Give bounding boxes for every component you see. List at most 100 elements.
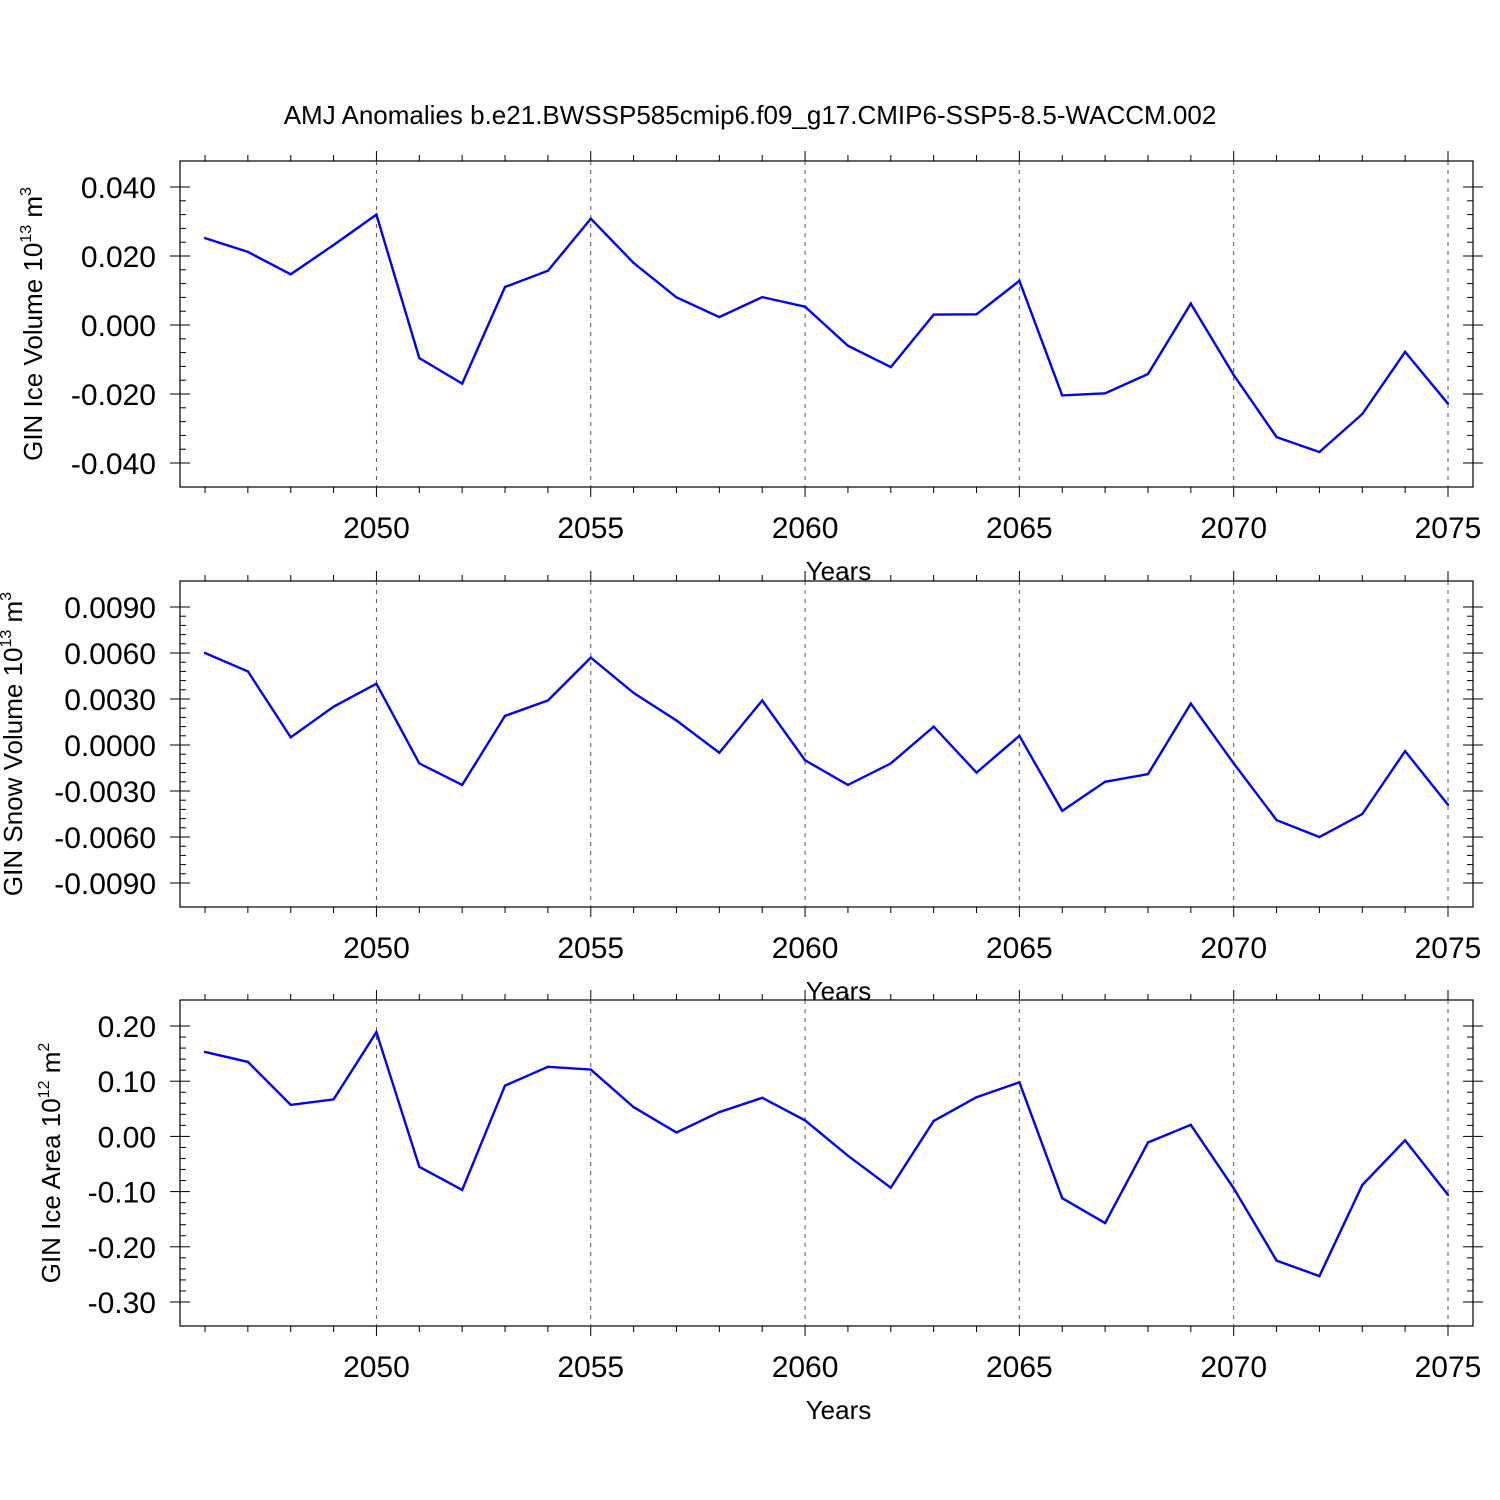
data-point-2057 bbox=[675, 296, 678, 299]
x-tick-label-2050: 2050 bbox=[343, 1351, 410, 1384]
data-point-2067 bbox=[1103, 1221, 1107, 1225]
y-axis-title-unit-exponent: 3 bbox=[0, 592, 15, 601]
data-point-2063 bbox=[932, 1119, 935, 1123]
y-axis-title-exponent: 13 bbox=[18, 225, 35, 243]
data-point-2069 bbox=[1189, 1123, 1193, 1127]
y-axis-title: GIN Ice Area 1012 m2 bbox=[36, 1043, 66, 1284]
data-point-2060 bbox=[803, 759, 807, 762]
x-tick-label-2050: 2050 bbox=[343, 512, 410, 545]
x-tick-label-2055: 2055 bbox=[557, 1351, 624, 1384]
data-point-2059 bbox=[761, 1096, 764, 1099]
data-point-2053 bbox=[503, 285, 507, 289]
y-tick-label: -0.0090 bbox=[54, 868, 156, 901]
data-point-2060 bbox=[803, 1119, 807, 1122]
data-point-2056 bbox=[632, 261, 635, 265]
data-point-2059 bbox=[761, 295, 764, 299]
y-axis-title-text: GIN Ice Area 10 bbox=[36, 1098, 66, 1283]
y-tick-label: 0.00 bbox=[98, 1121, 156, 1154]
x-tick-label-2075: 2075 bbox=[1415, 512, 1482, 545]
y-tick-label: -0.040 bbox=[71, 448, 156, 481]
data-point-2062 bbox=[889, 365, 892, 369]
y-tick-label: -0.10 bbox=[88, 1177, 156, 1210]
plot-frame bbox=[179, 580, 1474, 908]
data-point-2049 bbox=[332, 705, 335, 708]
data-point-2047 bbox=[246, 1060, 250, 1064]
data-point-2055 bbox=[589, 656, 592, 659]
data-point-2063 bbox=[932, 725, 935, 728]
y-tick-label: -0.0060 bbox=[54, 822, 156, 855]
data-point-2075 bbox=[1446, 803, 1450, 806]
y-axis-title-unit: m bbox=[0, 601, 28, 630]
data-point-2066 bbox=[1061, 809, 1064, 813]
data-point-2072 bbox=[1318, 1274, 1321, 1278]
series-line bbox=[204, 212, 1449, 454]
y-tick-label: 0.000 bbox=[81, 310, 156, 343]
x-axis-title: Years bbox=[806, 976, 872, 1006]
data-point-2047 bbox=[246, 670, 250, 673]
x-tick-label-2060: 2060 bbox=[772, 932, 839, 965]
data-point-2055 bbox=[589, 217, 592, 220]
data-point-2062 bbox=[889, 762, 892, 765]
chart-title: AMJ Anomalies b.e21.BWSSP585cmip6.f09_g1… bbox=[284, 100, 1217, 130]
data-point-2051 bbox=[418, 762, 421, 765]
x-tick-label-2075: 2075 bbox=[1415, 932, 1482, 965]
y-tick-label: -0.020 bbox=[71, 379, 156, 412]
data-point-2054 bbox=[546, 269, 550, 273]
data-point-2058 bbox=[718, 1110, 721, 1114]
data-point-2061 bbox=[846, 783, 850, 787]
data-point-2056 bbox=[632, 691, 635, 695]
data-point-2053 bbox=[503, 1084, 507, 1087]
x-tick-label-2055: 2055 bbox=[557, 512, 624, 545]
data-point-2060 bbox=[803, 305, 807, 308]
y-axis-title-exponent: 12 bbox=[36, 1080, 53, 1098]
data-point-2073 bbox=[1361, 412, 1364, 416]
y-tick-label: 0.040 bbox=[81, 172, 156, 205]
series-line bbox=[204, 1029, 1449, 1278]
data-point-2065 bbox=[1018, 279, 1021, 283]
y-tick-label: 0.20 bbox=[98, 1011, 156, 1044]
data-point-2072 bbox=[1318, 450, 1321, 454]
x-tick-label-2060: 2060 bbox=[772, 1351, 839, 1384]
data-point-2071 bbox=[1275, 818, 1278, 822]
data-point-2064 bbox=[975, 313, 978, 316]
data-point-2070 bbox=[1232, 373, 1235, 377]
x-tick-label-2070: 2070 bbox=[1200, 1351, 1267, 1384]
data-point-2072 bbox=[1318, 835, 1321, 839]
data-point-2052 bbox=[460, 1188, 464, 1192]
data-point-2051 bbox=[418, 1165, 421, 1168]
y-tick-label: -0.20 bbox=[88, 1232, 156, 1265]
y-tick-label: 0.0000 bbox=[64, 730, 156, 763]
data-point-2048 bbox=[289, 736, 292, 739]
y-tick-label: 0.10 bbox=[98, 1066, 156, 1099]
data-point-2046 bbox=[203, 1050, 207, 1054]
data-point-2075 bbox=[1446, 402, 1450, 405]
x-tick-label-2050: 2050 bbox=[343, 932, 410, 965]
x-axis-title: Years bbox=[806, 1395, 872, 1425]
y-tick-label: -0.0030 bbox=[54, 776, 156, 809]
data-point-2058 bbox=[718, 315, 721, 319]
data-point-2046 bbox=[203, 651, 207, 655]
data-point-2068 bbox=[1146, 772, 1150, 776]
data-point-2049 bbox=[332, 1098, 335, 1101]
x-tick-label-2065: 2065 bbox=[986, 1351, 1053, 1384]
data-point-2071 bbox=[1275, 1259, 1278, 1262]
y-axis-title-unit-exponent: 2 bbox=[36, 1043, 53, 1052]
panel-3: 2050 2055 2060 2065 2070 2075 0.20 0.10 0.00 -0.1… bbox=[36, 990, 1483, 1425]
data-point-2074 bbox=[1403, 1139, 1407, 1142]
x-tick-label-2065: 2065 bbox=[986, 932, 1053, 965]
y-axis-title-unit: m bbox=[18, 196, 48, 225]
y-axis-title-unit-exponent: 3 bbox=[18, 187, 35, 196]
x-tick-label-2070: 2070 bbox=[1200, 932, 1267, 965]
data-point-2069 bbox=[1189, 702, 1193, 705]
series-line bbox=[204, 651, 1449, 839]
data-point-2061 bbox=[846, 344, 850, 347]
data-point-2053 bbox=[503, 714, 507, 718]
data-point-2057 bbox=[675, 719, 678, 722]
x-tick-label-2070: 2070 bbox=[1200, 512, 1267, 545]
data-point-2046 bbox=[203, 236, 207, 240]
data-point-2071 bbox=[1275, 435, 1278, 439]
data-point-2052 bbox=[460, 382, 464, 385]
data-point-2047 bbox=[246, 250, 250, 254]
y-axis-title-unit: m bbox=[36, 1052, 66, 1081]
